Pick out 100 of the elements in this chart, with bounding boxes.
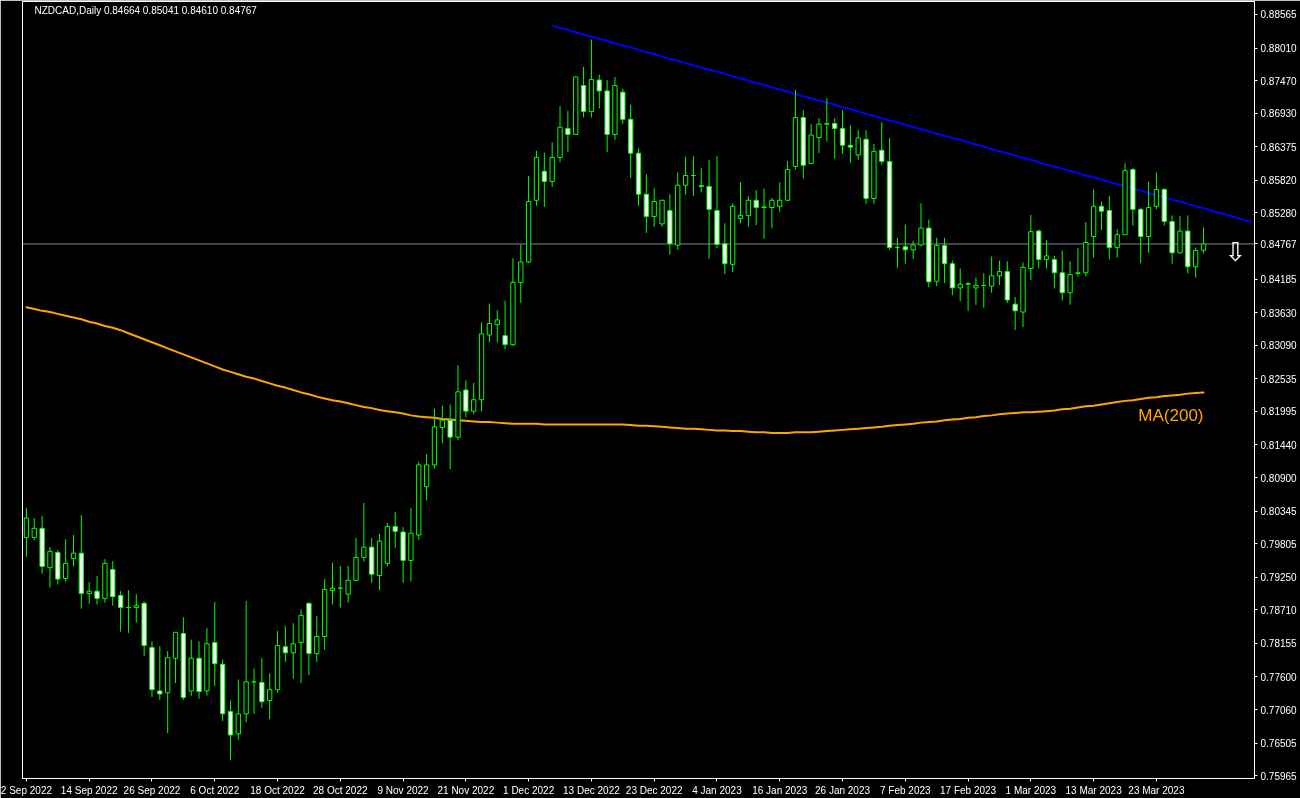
candlestick (902, 223, 908, 265)
candlestick (94, 575, 100, 605)
x-tick-label: 18 Oct 2022 (250, 784, 306, 796)
y-tick-label: 0.77060 (1260, 704, 1298, 716)
candlestick (31, 517, 37, 541)
candlestick (682, 156, 689, 196)
candlestick (47, 546, 53, 589)
candlestick (1098, 200, 1105, 231)
y-tick-label: 0.76505 (1260, 738, 1298, 750)
candlestick (1067, 260, 1073, 306)
candlestick (879, 121, 885, 166)
y-tick-label: 0.78710 (1260, 604, 1298, 616)
candlestick (745, 195, 752, 228)
candlestick (659, 199, 665, 228)
x-tick-label: 4 Jan 2023 (692, 784, 743, 796)
candlestick (361, 502, 367, 563)
x-tick-label: 26 Jan 2023 (815, 784, 871, 796)
candlestick (651, 187, 657, 228)
candlestick (824, 97, 830, 143)
candlestick (267, 672, 273, 720)
y-tick-label: 0.88565 (1260, 9, 1298, 21)
y-tick-label: 0.84185 (1260, 274, 1298, 286)
candlestick (737, 181, 744, 224)
y-tick-label: 0.82535 (1260, 373, 1298, 385)
candlestick (235, 678, 241, 741)
candlestick (1043, 239, 1050, 270)
candlestick (392, 511, 398, 549)
y-tick-label: 0.78155 (1260, 638, 1298, 650)
y-tick-label: 0.79250 (1260, 572, 1298, 584)
y-tick-label: 0.85280 (1260, 207, 1298, 219)
candlestick (832, 117, 838, 160)
candlestick (777, 181, 783, 213)
x-tick-label: 28 Oct 2022 (313, 784, 368, 796)
candlestick (1114, 228, 1120, 259)
candlestick (439, 405, 445, 444)
candlestick (227, 700, 234, 761)
candlestick (1192, 246, 1199, 279)
candlestick (722, 222, 728, 275)
y-tick-label: 0.80345 (1260, 506, 1298, 518)
y-tick-label: 0.86930 (1260, 108, 1298, 120)
candlestick (1200, 226, 1207, 254)
candlestick (996, 260, 1003, 286)
candlestick (463, 379, 469, 418)
candlestick (63, 538, 69, 583)
y-tick-label: 0.86375 (1260, 141, 1298, 153)
candlestick (541, 152, 547, 208)
candlestick (706, 159, 712, 260)
candlestick (957, 268, 963, 302)
candlestick (345, 565, 351, 604)
candlestick (1153, 171, 1160, 210)
y-tick-label: 0.81440 (1260, 439, 1298, 451)
candlestick (212, 601, 218, 687)
x-tick-label: 14 Sep 2022 (60, 784, 118, 796)
candlestick (761, 188, 767, 240)
candlestick (965, 281, 971, 312)
x-tick-label: 1 Mar 2023 (1005, 784, 1057, 796)
candlestick (471, 382, 477, 415)
x-tick-label: 17 Feb 2023 (940, 784, 997, 796)
y-tick-label: 0.79805 (1260, 538, 1298, 550)
candlestick (565, 110, 571, 153)
x-tick-label: 6 Oct 2022 (190, 784, 240, 796)
candlestick (157, 645, 163, 701)
y-tick-label: 0.77600 (1260, 671, 1298, 683)
series-label: MA(200) (1138, 406, 1204, 426)
candlestick (847, 124, 854, 164)
line-series (551, 24, 1252, 223)
candlestick (753, 189, 759, 226)
ref-line-label: 0.84767 (1260, 238, 1298, 250)
chart-title: NZDCAD,Daily 0.84664 0.85041 0.84610 0.84767 (34, 4, 258, 16)
candlestick (259, 657, 265, 709)
x-tick-label: 9 Nov 2022 (377, 784, 430, 796)
candlestick (855, 129, 861, 161)
candlestick (941, 237, 948, 284)
x-tick-label: 2 Sep 2022 (0, 784, 53, 796)
candlestick (1059, 249, 1065, 302)
x-tick-label: 1 Dec 2022 (503, 784, 555, 796)
candlestick (1012, 296, 1018, 331)
candlestick (353, 537, 359, 582)
x-tick-label: 23 Mar 2023 (1128, 784, 1185, 796)
candlestick (816, 117, 822, 154)
y-tick-label: 0.88010 (1260, 43, 1298, 55)
y-tick-label: 0.80900 (1260, 472, 1298, 484)
candlestick (447, 404, 453, 470)
candlestick (502, 300, 508, 350)
candlestick (1177, 215, 1183, 254)
candlestick (423, 453, 430, 502)
candlestick (910, 240, 916, 260)
candlestick (698, 167, 704, 193)
candlestick (290, 622, 296, 680)
candlestick (494, 309, 500, 343)
candlestick (518, 243, 524, 304)
x-tick-label: 26 Sep 2022 (123, 784, 181, 796)
candlestick (643, 173, 650, 234)
y-tick-label: 0.81995 (1260, 406, 1298, 418)
candlestick (70, 534, 77, 567)
candlestick (973, 277, 979, 306)
candlestick (1075, 247, 1081, 277)
candlestick (988, 255, 995, 294)
x-tick-label: 21 Nov 2022 (437, 784, 495, 796)
candlestick (314, 615, 320, 663)
